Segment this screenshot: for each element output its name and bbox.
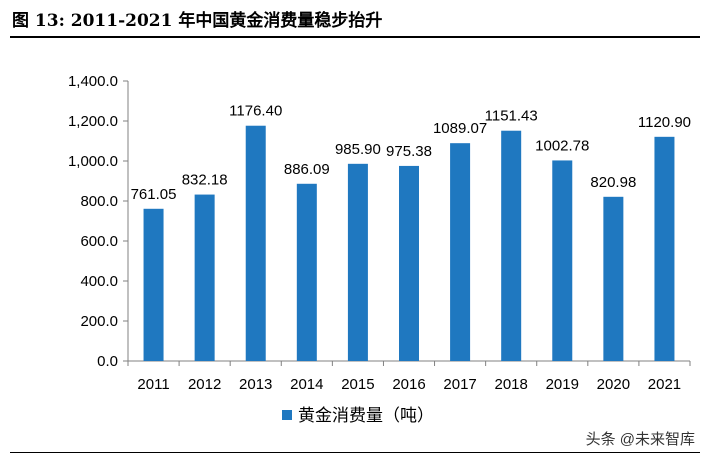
bar [450, 143, 471, 361]
x-tick-label: 2019 [546, 376, 579, 393]
x-tick-label: 2017 [443, 376, 476, 393]
bar [399, 165, 419, 361]
legend-swatch [282, 410, 292, 420]
x-axis: 2011 2012 2013 2014 2015 2016 2017 2018 2019 2020… [127, 360, 691, 393]
x-tick-label: 2015 [341, 376, 374, 393]
data-label: 886.09 [284, 161, 330, 178]
x-tick-label: 2011 [137, 376, 169, 393]
bar [603, 196, 624, 361]
y-tick-label: 600.0 [80, 233, 118, 250]
bar [245, 125, 266, 361]
x-tick-label: 2016 [392, 376, 425, 393]
bottom-rule [10, 452, 700, 453]
y-tick-label: 1,400.0 [68, 73, 118, 90]
y-tick-label: 200.0 [80, 313, 118, 330]
data-label: 761.05 [131, 186, 177, 203]
y-tick-label: 400.0 [80, 273, 118, 290]
y-axis: 0.0 200.0 400.0 600.0 800.0 1,000.0 1,200.0 1,4… [68, 73, 129, 370]
x-tick-label: 2013 [239, 376, 272, 393]
data-label: 1176.40 [229, 103, 282, 120]
data-label: 1151.43 [485, 108, 538, 125]
y-tick-label: 1,200.0 [68, 113, 118, 130]
data-label: 975.38 [386, 143, 432, 160]
bar [552, 160, 573, 361]
bar [143, 208, 164, 361]
data-label: 820.98 [590, 174, 636, 191]
x-tick-label: 2018 [494, 376, 527, 393]
bar [501, 130, 522, 361]
y-tick-label: 0.0 [97, 353, 118, 370]
legend: 黄金消费量（吨） [282, 406, 434, 426]
bar [296, 183, 317, 361]
bar [194, 194, 215, 361]
figure-title: 图 13: 2011-2021 年中国黄金消费量稳步抬升 [12, 11, 383, 31]
bar-series [143, 125, 675, 361]
x-tick-label: 2014 [290, 376, 323, 393]
y-tick-label: 1,000.0 [68, 153, 118, 170]
data-labels: 761.05 832.18 1176.40 886.09 985.90 975.38108… [131, 103, 691, 203]
x-tick-label: 2020 [597, 376, 630, 393]
data-label: 1002.78 [535, 137, 589, 154]
data-label: 985.90 [335, 141, 381, 158]
bar [654, 136, 675, 361]
data-label: 832.18 [182, 172, 228, 189]
x-tick-label: 2012 [188, 376, 221, 393]
x-tick-label: 2021 [648, 376, 681, 393]
y-tick-label: 800.0 [80, 193, 118, 210]
data-label: 1089.07 [433, 120, 487, 137]
bar [347, 163, 368, 361]
title-rule [10, 36, 700, 38]
data-label: 1120.90 [638, 114, 691, 131]
watermark: 头条 @未来智库 [585, 431, 695, 448]
legend-label: 黄金消费量（吨） [298, 406, 434, 426]
